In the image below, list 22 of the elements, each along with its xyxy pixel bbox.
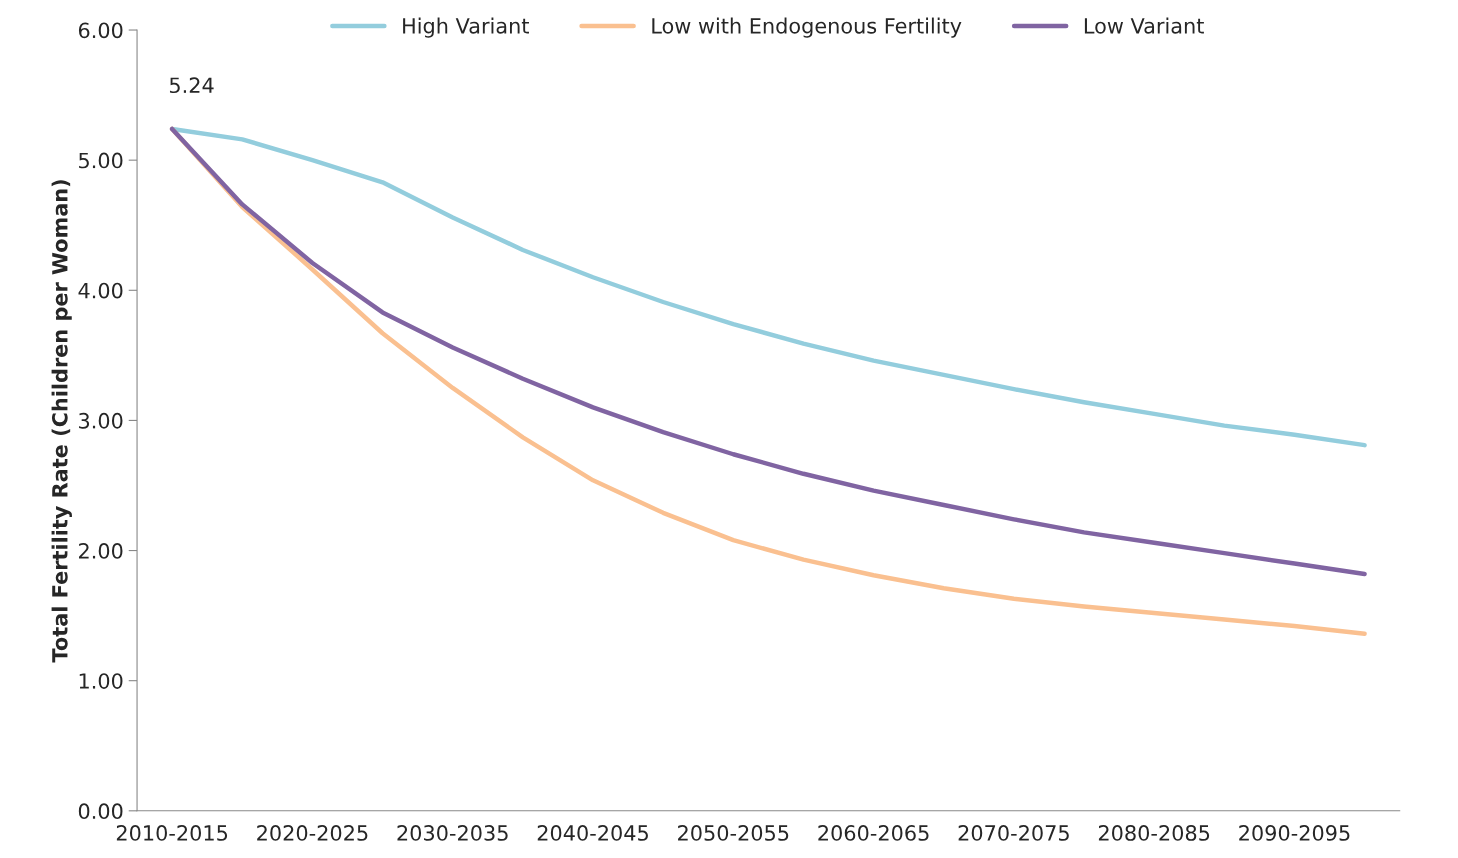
x-tick-label: 2040-2045 [537,825,648,841]
y-tick-label: 6.00 [78,22,123,39]
x-tick-label: 2020-2025 [257,825,368,841]
x-tick-label: 2090-2095 [1239,825,1350,841]
x-tick-label: 2030-2035 [397,825,508,841]
legend-label: High Variant [403,17,529,38]
line-series [169,126,1367,448]
legend-label: Low Variant [1084,17,1204,34]
y-tick-label: 4.00 [78,282,123,299]
y-tick-label: 3.00 [79,412,123,429]
x-tick-label: 2010-2015 [116,825,228,841]
x-tick-label: 2050-2055 [678,825,789,841]
x-tick-label: 2080-2085 [1098,825,1210,841]
y-tick-label: 2.00 [79,543,123,559]
y-tick-label: 5.00 [79,152,123,169]
y-tick-label: 0.00 [78,803,123,820]
y-tick-label: 1.00 [79,673,123,689]
x-tick-label: 2060-2065 [818,825,929,841]
legend-label: Low with Endogenous Fertility [652,17,962,38]
annotation: 5.24 [169,77,214,94]
x-tick-label: 2070-2075 [958,825,1069,841]
y-axis-title: Total Fertility Rate (Children per Woman) [51,180,72,663]
